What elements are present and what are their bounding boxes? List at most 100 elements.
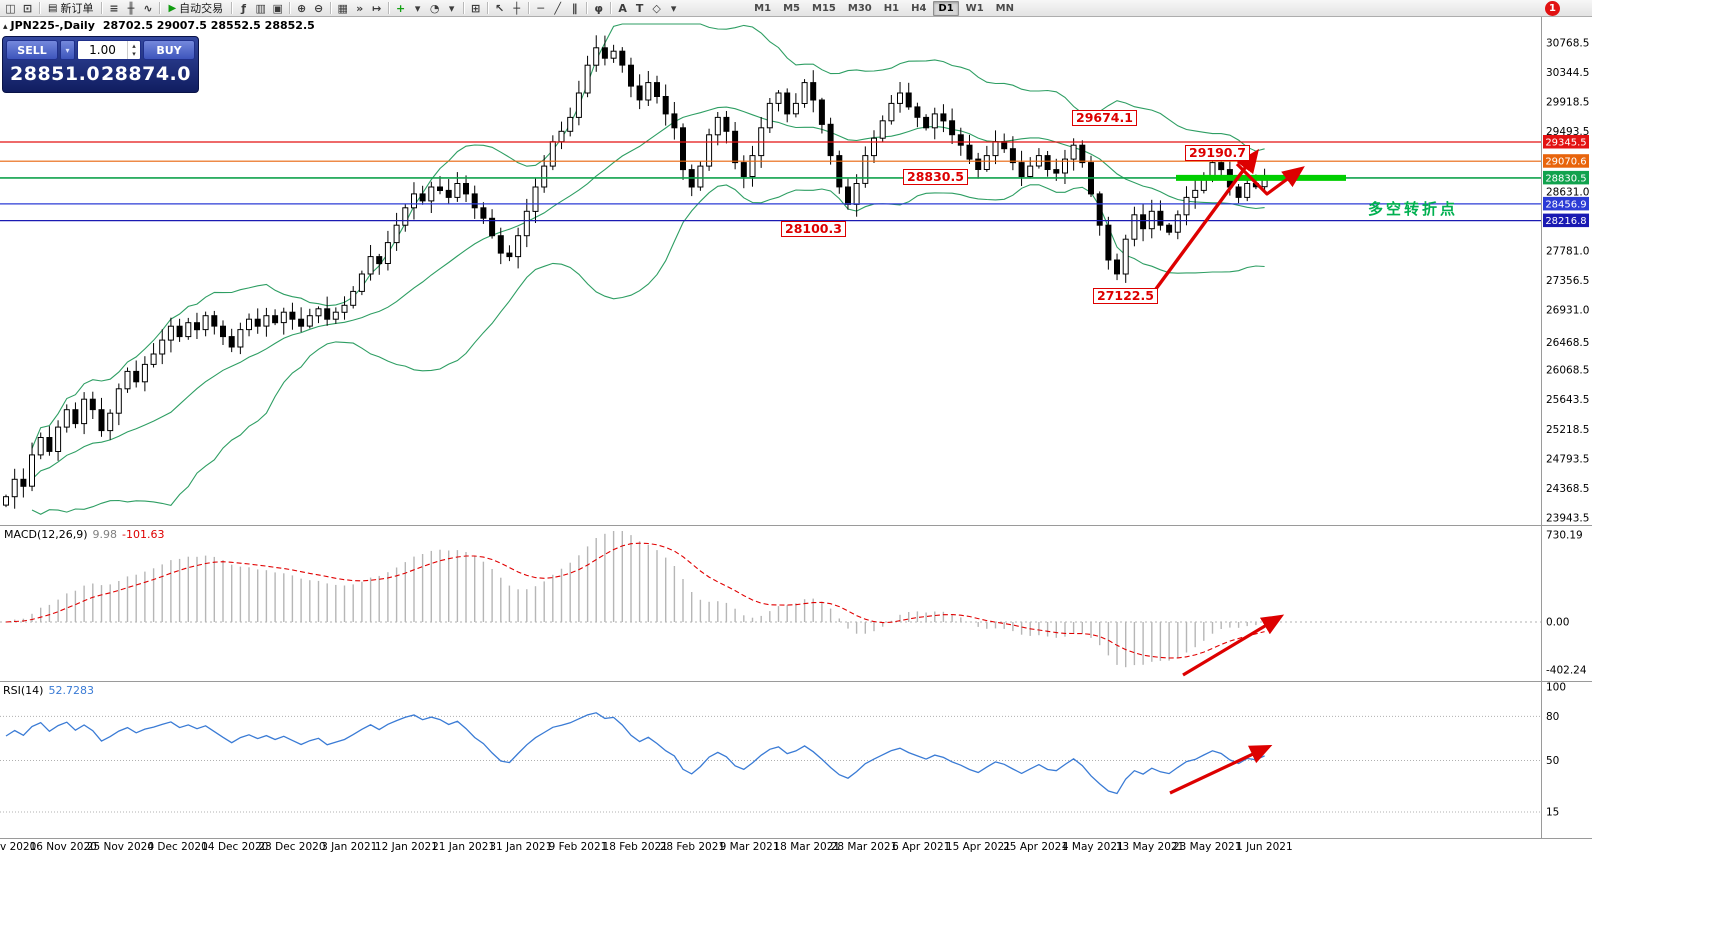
timeframe-buttons: M1 M5 M15 M30 H1 H4 D1 W1 MN [748,0,1020,16]
price-annotation-box[interactable]: 29674.1 [1072,110,1137,126]
timeframe-m5-button[interactable]: M5 [783,2,800,14]
timeframe-w1-button[interactable]: W1 [965,2,984,14]
panel-collapse-icon[interactable]: ▴ [3,22,8,32]
buy-button[interactable]: BUY [143,40,195,60]
toolbar-separator [330,2,332,14]
spin-up-icon[interactable]: ▴ [132,42,136,50]
toolbar: ◫ ⊡ ▤ 新订单 ≡ ╫ ∿ ▶ 自动交易 ƒ ▥ ▣ ⊕ ⊖ ▦ » ↦ + ▾ ◔ ▾ ⊞ ↖ ┼ ─ ╱ ∥ φ A T ◇ ▾ M1… [0,0,1592,17]
new-order-button-label: 新订单 [60,2,94,15]
channel-icon[interactable]: ∥ [566,1,583,16]
tile-windows-icon[interactable]: ▦ [334,1,351,16]
timeframe-d1-button[interactable]: D1 [933,0,959,16]
svg-text:9 Mar 2021: 9 Mar 2021 [720,841,780,853]
sell-button[interactable]: SELL [6,40,58,60]
trend-arrows[interactable] [1148,148,1305,795]
timeframe-m30-button[interactable]: M30 [847,2,872,14]
notification-badge[interactable]: 1 [1545,1,1560,16]
svg-text:27356.5: 27356.5 [1546,275,1589,287]
svg-text:23943.5: 23943.5 [1546,513,1589,525]
chart-overlays: ▴ JPN225-,Daily 28702.5 29007.5 28552.5 28… [2,19,1459,697]
svg-text:28456.9: 28456.9 [1545,199,1586,210]
channel-glyph: ∥ [571,1,578,15]
macd-name: MACD(12,26,9) [4,528,88,541]
chart-window-icon[interactable]: ⊡ [19,1,36,16]
price-annotation-box[interactable]: 29190.7 [1185,145,1250,161]
lot-size-field[interactable]: 1.00 ▴ ▾ [77,40,141,60]
svg-text:50: 50 [1546,755,1559,767]
indicators-icon[interactable]: ƒ [235,1,252,16]
horizontal-line-icon[interactable]: ─ [532,1,549,16]
timeframe-h4-button[interactable]: H4 [911,2,927,14]
templates-icon[interactable]: ▣ [269,1,286,16]
svg-text:23 Dec 2020: 23 Dec 2020 [258,841,325,853]
chart-window-glyph: ⊡ [22,1,33,15]
indicator-dropdown-icon[interactable]: ▾ [409,1,426,16]
auto-scroll-icon[interactable]: » [351,1,368,16]
horizontal-level-lines[interactable] [0,141,1541,222]
crosshair-icon[interactable]: ┼ [508,1,525,16]
timeframe-h1-button[interactable]: H1 [883,2,900,14]
toolbar-separator [610,2,612,14]
toolbar-separator [231,2,233,14]
svg-text:31 Jan 2021: 31 Jan 2021 [489,841,552,853]
timeframe-m1-button[interactable]: M1 [754,2,772,14]
zoom-in-icon[interactable]: ⊕ [293,1,310,16]
tile-windows-glyph: ▦ [337,1,348,15]
svg-text:100: 100 [1546,682,1566,694]
toolbar-separator [528,2,530,14]
data-window-icon[interactable]: ▥ [252,1,269,16]
data-window-glyph: ▥ [255,1,266,15]
price-annotation-box[interactable]: 28100.3 [781,221,846,237]
bar-chart-icon[interactable]: ≡ [105,1,122,16]
toolbar-separator [39,2,40,14]
fibonacci-icon[interactable]: φ [590,1,607,16]
svg-text:28830.5: 28830.5 [1545,173,1586,184]
macd-indicator-label: MACD(12,26,9) 9.98 -101.63 [4,528,165,541]
lot-spinner[interactable]: ▴ ▾ [127,41,140,59]
sell-price: 28851.0 [10,63,101,85]
price-annotation-box[interactable]: 27122.5 [1093,288,1158,304]
price-axis[interactable]: 30768.530344.529918.529493.528631.027781… [1543,38,1589,525]
candlestick-chart-icon[interactable]: ╫ [122,1,139,16]
chart-shift-glyph: ↦ [372,1,382,15]
autotrading-button[interactable]: ▶ 自动交易 [163,1,228,16]
cursor-glyph: ↖ [495,1,505,15]
templates-glyph: ▣ [272,1,283,15]
new-order-button[interactable]: ▤ 新订单 [43,1,98,16]
turning-point-note[interactable]: 多空转折点 [1368,200,1459,218]
label-icon[interactable]: T [631,1,648,16]
chart-shift-icon[interactable]: ↦ [368,1,385,16]
svg-text:3 Jan 2021: 3 Jan 2021 [321,841,377,853]
shapes-icon[interactable]: ◇ [648,1,665,16]
new-chart-icon[interactable]: ◫ [2,1,19,16]
text-glyph: A [618,1,627,15]
period-dropdown-icon[interactable]: ▾ [443,1,460,16]
svg-text:25 Nov 2020: 25 Nov 2020 [87,841,154,853]
charts-grid-icon[interactable]: ⊞ [467,1,484,16]
chart-canvas[interactable]: 30768.530344.529918.529493.528631.027781… [0,0,1592,942]
line-chart-icon[interactable]: ∿ [139,1,156,16]
svg-text:30768.5: 30768.5 [1546,38,1589,50]
cursor-icon[interactable]: ↖ [491,1,508,16]
svg-text:24793.5: 24793.5 [1546,453,1589,465]
zoom-out-icon[interactable]: ⊖ [310,1,327,16]
timeframe-m15-button[interactable]: M15 [812,2,836,14]
svg-text:12 Jan 2021: 12 Jan 2021 [375,841,438,853]
arrows-dropdown-icon[interactable]: ▾ [665,1,682,16]
svg-text:29918.5: 29918.5 [1546,97,1589,109]
svg-text:29070.6: 29070.6 [1545,157,1586,168]
svg-text:30344.5: 30344.5 [1546,67,1589,79]
lot-size-value[interactable]: 1.00 [89,43,116,57]
price-annotation-box[interactable]: 28830.5 [903,169,968,185]
order-type-dropdown[interactable]: ▾ [60,40,75,60]
trendline-icon[interactable]: ╱ [549,1,566,16]
timeframe-mn-button[interactable]: MN [995,2,1014,14]
svg-text:21 Jan 2021: 21 Jan 2021 [432,841,495,853]
spin-down-icon[interactable]: ▾ [132,50,136,58]
clock-icon[interactable]: ◔ [426,1,443,16]
new-order-glyph: ▤ [48,2,58,14]
text-icon[interactable]: A [614,1,631,16]
add-indicator-icon[interactable]: + [392,1,409,16]
shapes-glyph: ◇ [652,1,661,15]
